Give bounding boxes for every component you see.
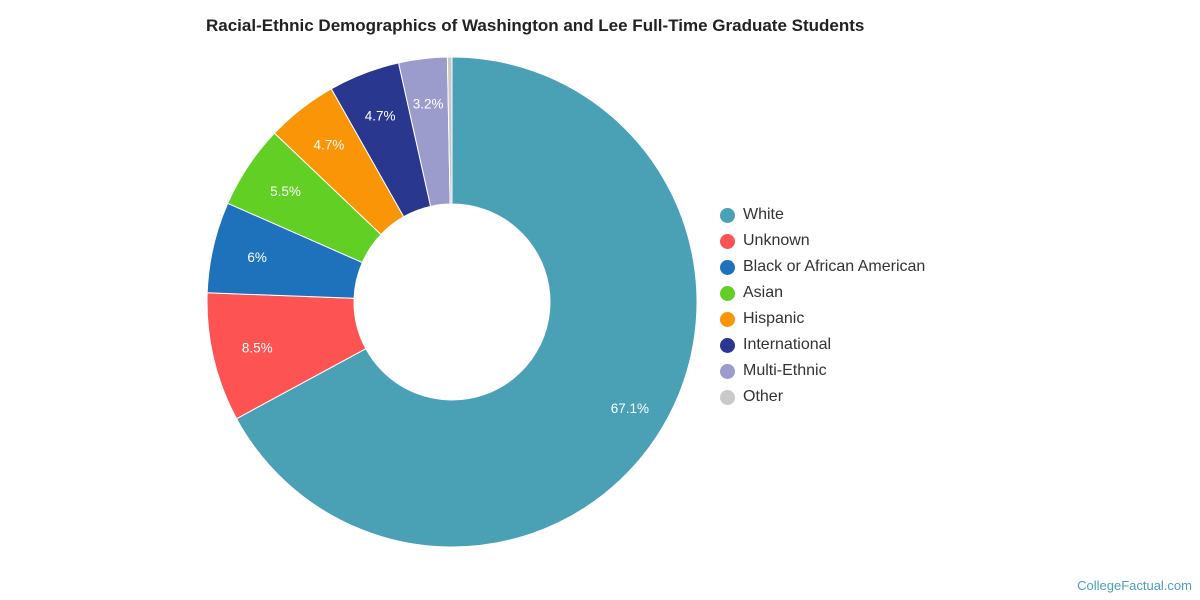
slice-label-asian: 5.5% [270, 184, 301, 199]
legend-dot-icon [720, 337, 735, 353]
slice-other[interactable] [446, 56, 453, 205]
legend-label: International [743, 336, 832, 353]
legend-label: Hispanic [743, 310, 805, 327]
slice-label-multi-ethnic: 3.2% [413, 96, 444, 111]
legend-dot-icon [720, 285, 735, 301]
legend-item-unknown[interactable]: Unknown [720, 228, 925, 254]
legend-label: Unknown [743, 232, 810, 249]
slice-white[interactable] [235, 56, 698, 548]
legend-label: Black or African American [743, 258, 926, 275]
legend-dot-icon [720, 233, 735, 249]
legend-item-hispanic[interactable]: Hispanic [720, 306, 925, 332]
legend-label: Asian [743, 284, 784, 301]
legend-label: Other [743, 388, 784, 405]
legend-dot-icon [720, 259, 735, 275]
chart-title: Racial-Ethnic Demographics of Washington… [206, 16, 865, 35]
source-credit[interactable]: CollegeFactual.com [1077, 578, 1192, 593]
legend-dot-icon [720, 311, 735, 327]
legend-item-asian[interactable]: Asian [720, 280, 925, 306]
slice-label-unknown: 8.5% [242, 340, 273, 355]
legend-dot-icon [720, 207, 735, 223]
legend: White Unknown Black or African American Asi… [720, 202, 925, 410]
legend-item-other[interactable]: Other [720, 384, 925, 410]
slice-label-black-or-african-american: 6% [247, 250, 267, 265]
legend-dot-icon [720, 363, 735, 379]
legend-item-multi-ethnic[interactable]: Multi-Ethnic [720, 358, 925, 384]
legend-label: Multi-Ethnic [743, 362, 827, 379]
legend-dot-icon [720, 389, 735, 405]
legend-item-white[interactable]: White [720, 202, 925, 228]
legend-item-international[interactable]: International [720, 332, 925, 358]
slice-label-international: 4.7% [365, 108, 396, 123]
slice-label-hispanic: 4.7% [314, 137, 345, 152]
slice-label-white: 67.1% [611, 401, 649, 416]
legend-label: White [743, 206, 784, 223]
legend-item-black-or-african-american[interactable]: Black or African American [720, 254, 925, 280]
